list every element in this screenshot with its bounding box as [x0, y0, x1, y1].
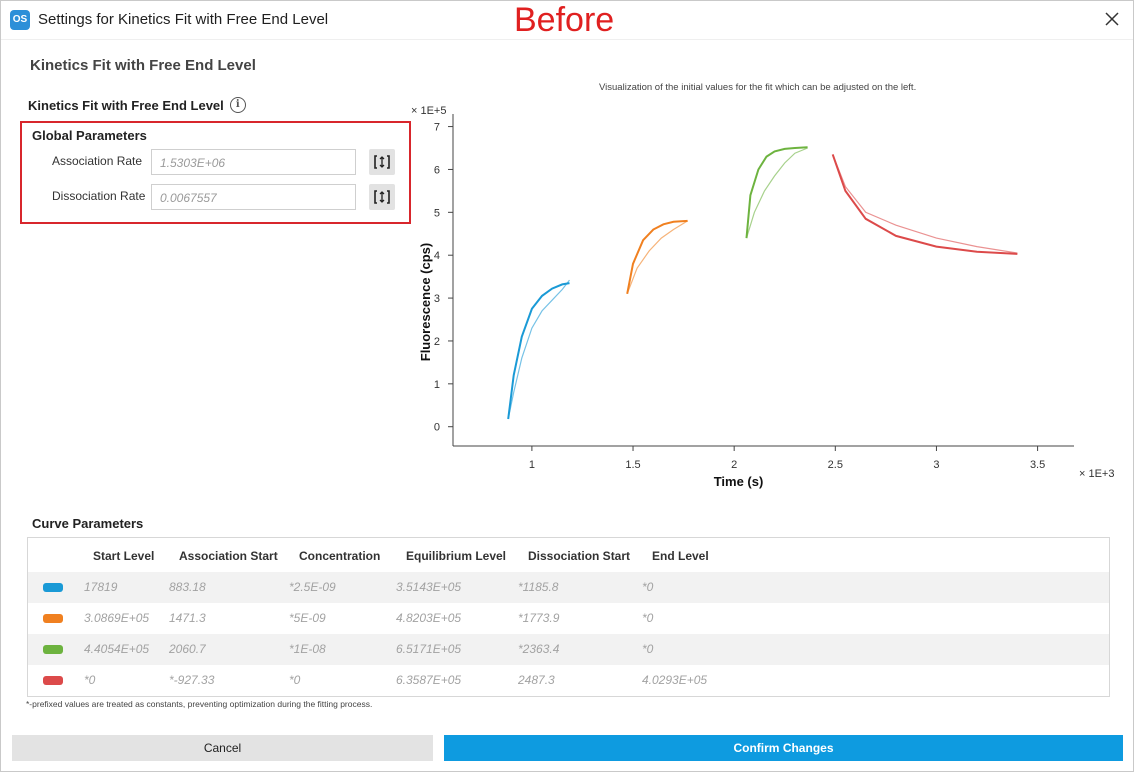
column-header: Equilibrium Level	[406, 549, 507, 563]
kinetics-chart: 0 1 2 3 4 5 6 7 1 1.5 2 2.5 3 3.5 × 1E+5 × 1E+3 Time (s)…	[411, 105, 1114, 489]
association-start-cell[interactable]: 1471.3	[169, 611, 206, 625]
y-tick-label: 0	[434, 422, 440, 434]
series-4-data-line	[832, 154, 1018, 254]
y-multiplier-label: × 1E+5	[411, 105, 446, 117]
series-3-fit-line	[745, 146, 808, 239]
subsection-title: Kinetics Fit with Free End Level i	[28, 97, 246, 113]
association-start-cell[interactable]: 883.18	[169, 580, 206, 594]
dissociation-rate-range-button[interactable]	[369, 184, 395, 210]
x-multiplier-label: × 1E+3	[1079, 468, 1114, 480]
curve-parameters-title: Curve Parameters	[32, 516, 144, 531]
column-header: Concentration	[299, 549, 381, 563]
dissociation-start-cell[interactable]: 2487.3	[518, 673, 555, 687]
dissociation-start-cell[interactable]: *1185.8	[518, 580, 559, 594]
series-2-data-line	[626, 220, 688, 295]
column-header: Dissociation Start	[528, 549, 631, 563]
x-tick-label: 2.5	[828, 459, 843, 471]
column-header: Start Level	[93, 549, 155, 563]
series-4-fit-line	[831, 154, 1018, 255]
confirm-changes-button[interactable]: Confirm Changes	[444, 735, 1123, 761]
equilibrium-level-cell[interactable]: 6.5171E+05	[396, 642, 462, 656]
table-row[interactable]: 17819 883.18 *2.5E-09 3.5143E+05 *1185.8…	[28, 572, 1109, 603]
app-logo-icon: OS	[10, 10, 30, 30]
table-row[interactable]: 3.0869E+05 1471.3 *5E-09 4.8203E+05 *177…	[28, 603, 1109, 634]
association-rate-input[interactable]: 1.5303E+06	[151, 149, 356, 175]
dissociation-rate-label: Dissociation Rate	[52, 189, 146, 203]
start-level-cell[interactable]: 4.4054E+05	[84, 642, 150, 656]
y-tick-label: 1	[434, 379, 440, 391]
equilibrium-level-cell[interactable]: 3.5143E+05	[396, 580, 462, 594]
end-level-cell[interactable]: 4.0293E+05	[642, 673, 708, 687]
window-title: Settings for Kinetics Fit with Free End …	[38, 11, 329, 28]
y-tick-label: 7	[434, 122, 440, 134]
y-tick-label: 2	[434, 336, 440, 348]
column-header: Association Start	[179, 549, 278, 563]
subsection-title-text: Kinetics Fit with Free End Level	[28, 97, 224, 113]
dissociation-start-cell[interactable]: *2363.4	[518, 642, 560, 656]
range-bracket-icon	[374, 190, 390, 204]
series-2-fit-line	[626, 219, 688, 294]
global-parameters-panel: Global Parameters Association Rate 1.530…	[20, 121, 411, 224]
table-row[interactable]: 4.4054E+05 2060.7 *1E-08 6.5171E+05 *236…	[28, 634, 1109, 665]
y-tick-label: 3	[434, 293, 440, 305]
title-bar: OS Settings for Kinetics Fit with Free E…	[1, 1, 1133, 40]
x-axis-title: Time (s)	[714, 474, 764, 489]
concentration-cell[interactable]: *2.5E-09	[289, 580, 336, 594]
chart-caption: Visualization of the initial values for …	[599, 82, 917, 93]
curve-parameters-table: Start Level Association Start Concentrat…	[27, 537, 1110, 697]
cancel-button[interactable]: Cancel	[12, 735, 433, 761]
x-tick-label: 1.5	[625, 459, 640, 471]
curve-color-swatch	[43, 583, 63, 592]
section-title: Kinetics Fit with Free End Level	[30, 57, 256, 74]
range-bracket-icon	[374, 155, 390, 169]
association-start-cell[interactable]: 2060.7	[169, 642, 206, 656]
y-axis-title: Fluorescence (cps)	[418, 243, 433, 362]
association-rate-range-button[interactable]	[369, 149, 395, 175]
annotation-label: Before	[514, 1, 615, 39]
association-start-cell[interactable]: *-927.33	[169, 673, 215, 687]
info-icon[interactable]: i	[229, 97, 246, 113]
y-tick-label: 6	[434, 164, 440, 176]
series-1-fit-line	[507, 282, 570, 420]
curve-color-swatch	[43, 614, 63, 623]
curve-color-swatch	[43, 645, 63, 654]
x-tick-label: 2	[731, 459, 737, 471]
dissociation-rate-input[interactable]: 0.0067557	[151, 184, 356, 210]
concentration-cell[interactable]: *0	[289, 673, 301, 687]
start-level-cell[interactable]: 17819	[84, 580, 118, 594]
x-tick-label: 3.5	[1030, 459, 1045, 471]
column-header: End Level	[652, 549, 709, 563]
end-level-cell[interactable]: *0	[642, 611, 654, 625]
concentration-cell[interactable]: *5E-09	[289, 611, 326, 625]
table-row[interactable]: *0 *-927.33 *0 6.3587E+05 2487.3 4.0293E…	[28, 665, 1109, 696]
close-icon[interactable]	[1103, 10, 1121, 28]
curve-color-swatch	[43, 676, 63, 685]
start-level-cell[interactable]: *0	[84, 673, 96, 687]
y-tick-label: 4	[434, 250, 440, 262]
series-3-data-line	[745, 147, 808, 239]
end-level-cell[interactable]: *0	[642, 580, 654, 594]
series-1-data-line	[507, 279, 570, 420]
x-tick-label: 1	[529, 459, 535, 471]
start-level-cell[interactable]: 3.0869E+05	[84, 611, 150, 625]
global-parameters-title: Global Parameters	[32, 128, 147, 143]
association-rate-label: Association Rate	[52, 154, 143, 168]
constants-footnote: *-prefixed values are treated as constan…	[26, 699, 373, 709]
equilibrium-level-cell[interactable]: 6.3587E+05	[396, 673, 462, 687]
concentration-cell[interactable]: *1E-08	[289, 642, 326, 656]
y-tick-label: 5	[434, 207, 440, 219]
end-level-cell[interactable]: *0	[642, 642, 654, 656]
dissociation-start-cell[interactable]: *1773.9	[518, 611, 560, 625]
x-tick-label: 3	[933, 459, 939, 471]
equilibrium-level-cell[interactable]: 4.8203E+05	[396, 611, 462, 625]
